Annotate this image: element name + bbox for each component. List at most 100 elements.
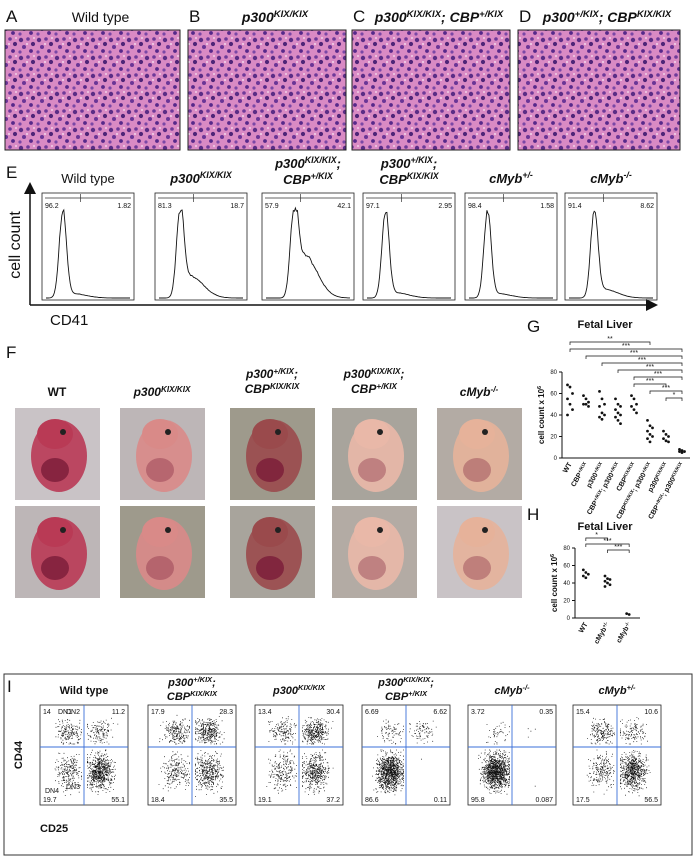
gate-percent: 81.3 [158, 203, 172, 210]
y-axis-label: cell count x 106 [537, 386, 546, 444]
data-point [678, 448, 681, 451]
quadrant-percent: 0.35 [539, 709, 553, 716]
genotype-label: CBP+/KIX [385, 689, 428, 704]
embryo-head [142, 517, 178, 547]
text-part: cMyb [460, 385, 491, 399]
data-point [616, 411, 620, 415]
quadrant-percent: 30.4 [326, 709, 340, 716]
genotype-label: CBPKIX/KIX [379, 171, 439, 187]
histogram-curve [159, 209, 243, 299]
text-part: ; [430, 677, 434, 689]
text-part: p300 [374, 9, 407, 25]
superscript: KIX/KIX [622, 460, 636, 479]
data-point [566, 383, 569, 387]
data-point [635, 411, 638, 415]
superscript: +/KIX [608, 460, 620, 474]
superscript: +/KIX [640, 460, 652, 474]
text-part: p300 [377, 677, 404, 689]
text-part: CBP [379, 172, 407, 187]
y-tick-label: 20 [550, 435, 557, 441]
superscript: +/KIX [273, 367, 294, 376]
text-part: ; [212, 677, 216, 689]
x-axis-label: CD41 [50, 312, 88, 329]
gate-percent: 1.82 [117, 203, 131, 210]
genotype-label: p300KIX/KIX [133, 385, 191, 400]
superscript: +/KIX [410, 155, 433, 165]
quadrant-percent: 3.72 [471, 709, 485, 716]
histogram-frame [564, 192, 658, 301]
embryo-head [37, 419, 73, 449]
data-point [667, 440, 670, 444]
significance-bracket [585, 537, 608, 541]
text-part: Wild type [61, 171, 114, 186]
embryo-eye [275, 527, 281, 533]
quadrant-percent: 17.5 [576, 797, 590, 804]
superscript: +/KIX [576, 460, 588, 474]
genotype-label: CBPKIX/KIX [167, 689, 218, 704]
superscript: +/KIX [193, 675, 213, 684]
text-part: ; p300 [632, 472, 648, 493]
gate-percent: 91.4 [568, 203, 582, 210]
significance-bracket [649, 390, 683, 394]
data-point [608, 578, 612, 581]
data-point [600, 417, 604, 421]
superscript: -/- [623, 620, 631, 627]
panel-label: I [7, 677, 12, 696]
data-point [606, 581, 609, 585]
y-tick-label: 80 [563, 546, 570, 552]
gate-percent: 2.95 [438, 203, 452, 210]
panel-label: C [353, 7, 365, 26]
significance-bracket [569, 341, 651, 345]
genotype-label: cMyb+/- [598, 683, 636, 698]
fetal-liver [146, 458, 174, 482]
quadrant-percent: 15.4 [576, 709, 590, 716]
significance-bracket [665, 397, 683, 401]
flow-events [586, 717, 651, 797]
data-point [568, 385, 572, 389]
data-point [614, 397, 617, 401]
histogram-frame [41, 192, 135, 301]
data-point [603, 574, 607, 578]
text-part: CBP [570, 472, 584, 489]
quadrant-name: DN2 [66, 709, 80, 716]
text-part: cMyb [489, 171, 522, 186]
superscript: KIX/KIX [190, 689, 218, 698]
embryo-head [252, 517, 288, 547]
flow-events [372, 719, 437, 796]
text-part: cMyb [494, 685, 522, 697]
panel-label: H [527, 505, 539, 524]
panel-label: E [6, 163, 17, 182]
text-part: ; CBP [599, 9, 638, 25]
histogram-frame [464, 192, 558, 301]
histogram-curve [266, 206, 350, 299]
plot-title: Fetal Liver [577, 521, 633, 533]
quadrant-percent: 13.4 [258, 709, 272, 716]
genotype-label: p300+/KIX; [167, 675, 216, 690]
data-point [571, 392, 574, 395]
significance-stars: *** [630, 350, 638, 357]
significance-bracket [633, 376, 683, 380]
text-part: p300 [343, 367, 372, 381]
text-part: ; [433, 156, 437, 171]
embryo-head [354, 517, 390, 547]
data-point [680, 451, 684, 455]
genotype-label: p300+/KIX; CBPKIX/KIX [542, 9, 672, 26]
superscript: +/KIX [376, 382, 397, 391]
superscript: KIX/KIX [371, 367, 401, 376]
genotype-label: p300KIX/KIX; [343, 367, 405, 382]
text-part: p300 [586, 472, 600, 489]
fetal-liver [256, 556, 284, 580]
data-point [603, 402, 606, 406]
genotype-label: p300KIX/KIX [241, 9, 309, 26]
data-point [683, 450, 686, 453]
text-part: p300 [241, 9, 274, 25]
data-point [625, 612, 629, 616]
significance-stars: ** [607, 336, 613, 343]
text-part: ; p300 [600, 472, 616, 493]
histology-image [4, 29, 181, 151]
panel-label: F [6, 343, 16, 362]
gate-percent: 42.1 [337, 203, 351, 210]
superscript: KIX/KIX [305, 155, 338, 165]
genotype-label: p300+/KIX; [380, 155, 437, 171]
